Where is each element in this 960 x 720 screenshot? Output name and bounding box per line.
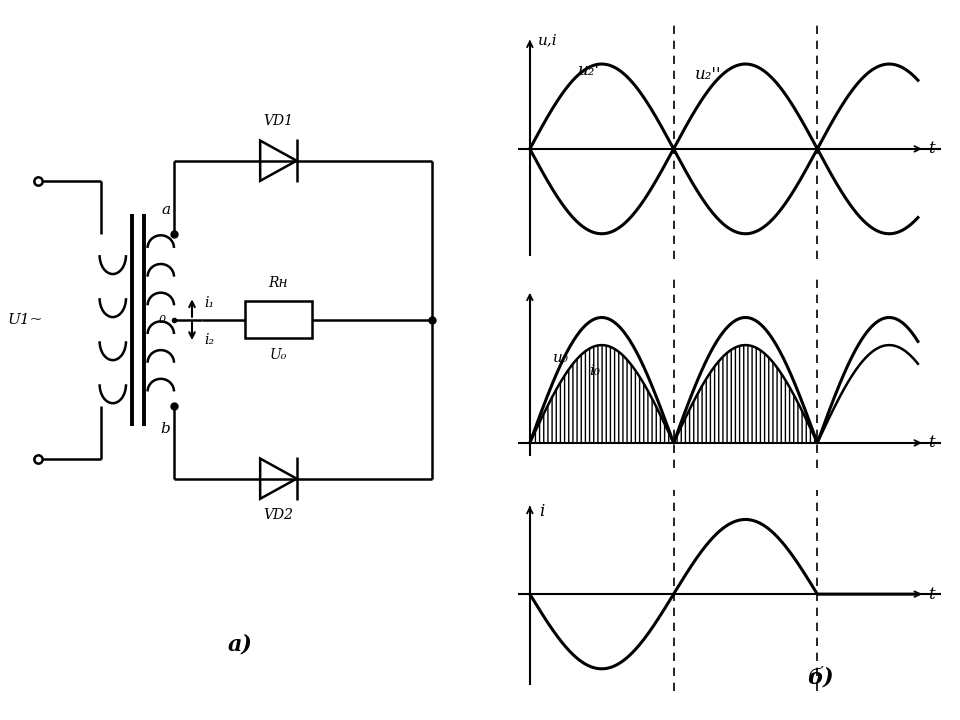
Text: a: a xyxy=(161,203,170,217)
Text: u,i: u,i xyxy=(538,33,558,48)
Text: u₀: u₀ xyxy=(553,351,568,365)
Text: i: i xyxy=(539,503,544,521)
Text: U1~: U1~ xyxy=(7,312,42,327)
Bar xyxy=(245,302,312,338)
Text: i₀: i₀ xyxy=(589,364,600,378)
Text: u₂': u₂' xyxy=(578,63,600,79)
Text: U₀: U₀ xyxy=(270,348,287,361)
Text: VD2: VD2 xyxy=(263,508,294,523)
Text: 0: 0 xyxy=(158,315,166,325)
Text: Rн: Rн xyxy=(269,276,288,290)
Text: i₁: i₁ xyxy=(204,296,214,310)
Text: VD1: VD1 xyxy=(263,114,294,127)
Text: t: t xyxy=(928,140,935,158)
Text: i₂: i₂ xyxy=(204,333,214,346)
Text: t: t xyxy=(928,585,935,603)
Text: б): б) xyxy=(807,667,834,689)
Text: t: t xyxy=(928,434,935,451)
Text: b: b xyxy=(160,423,171,436)
Text: u₂'': u₂'' xyxy=(694,66,721,83)
Text: а): а) xyxy=(228,634,252,655)
